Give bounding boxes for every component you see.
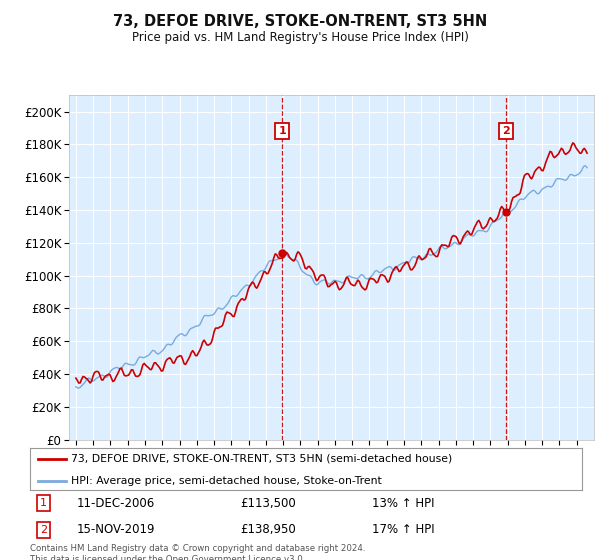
Text: 17% ↑ HPI: 17% ↑ HPI — [372, 524, 435, 536]
Text: Price paid vs. HM Land Registry's House Price Index (HPI): Price paid vs. HM Land Registry's House … — [131, 31, 469, 44]
Text: 13% ↑ HPI: 13% ↑ HPI — [372, 497, 435, 510]
Text: HPI: Average price, semi-detached house, Stoke-on-Trent: HPI: Average price, semi-detached house,… — [71, 476, 382, 486]
Text: £113,500: £113,500 — [240, 497, 296, 510]
Text: Contains HM Land Registry data © Crown copyright and database right 2024.
This d: Contains HM Land Registry data © Crown c… — [30, 544, 365, 560]
Text: 2: 2 — [502, 127, 509, 136]
Text: 15-NOV-2019: 15-NOV-2019 — [77, 524, 155, 536]
Text: 1: 1 — [40, 498, 47, 508]
Text: £138,950: £138,950 — [240, 524, 296, 536]
Text: 73, DEFOE DRIVE, STOKE-ON-TRENT, ST3 5HN (semi-detached house): 73, DEFOE DRIVE, STOKE-ON-TRENT, ST3 5HN… — [71, 454, 452, 464]
Text: 11-DEC-2006: 11-DEC-2006 — [77, 497, 155, 510]
Text: 1: 1 — [278, 127, 286, 136]
Text: 73, DEFOE DRIVE, STOKE-ON-TRENT, ST3 5HN: 73, DEFOE DRIVE, STOKE-ON-TRENT, ST3 5HN — [113, 14, 487, 29]
Text: 2: 2 — [40, 525, 47, 535]
